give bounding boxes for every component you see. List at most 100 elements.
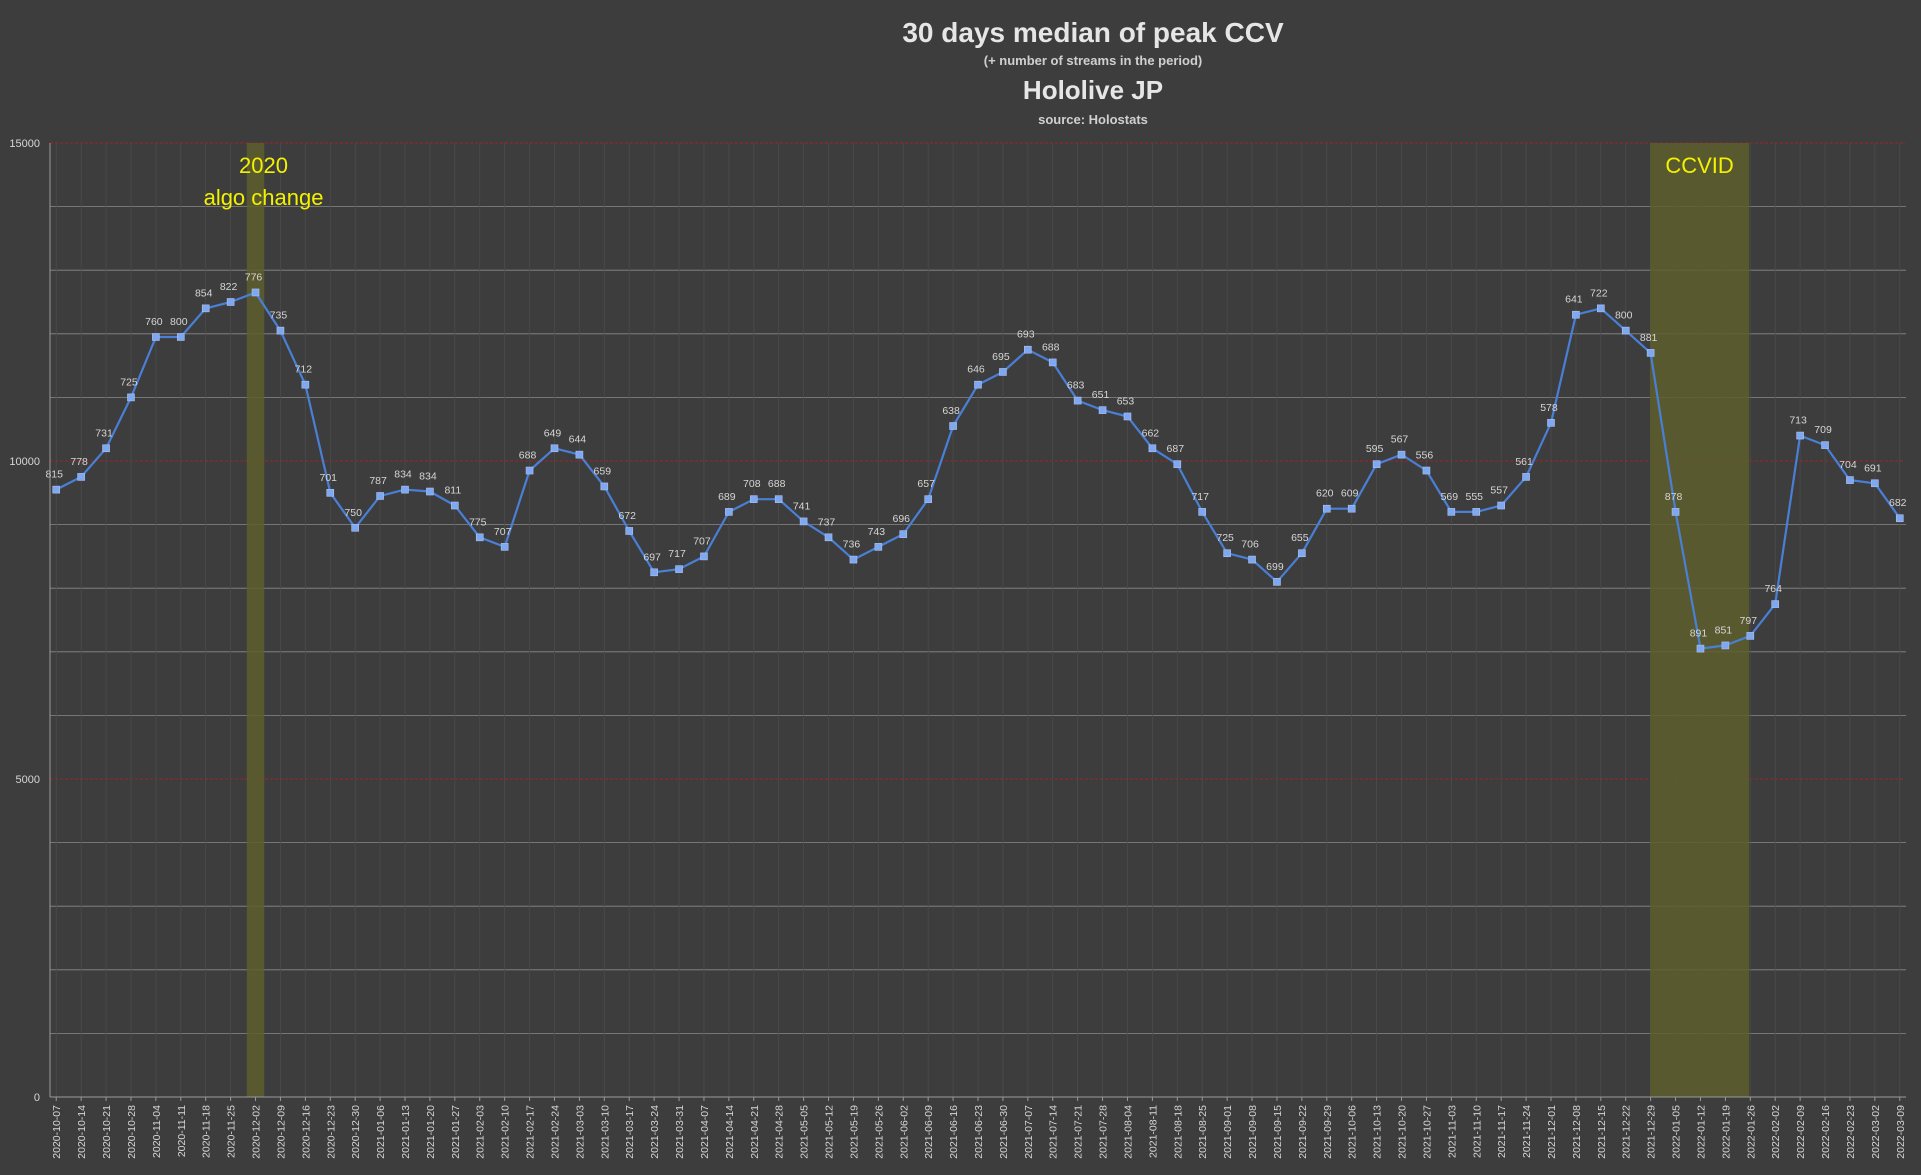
x-tick-label: 2021-09-29	[1322, 1105, 1334, 1159]
data-point-marker	[451, 501, 459, 510]
x-tick-label: 2021-03-24	[649, 1105, 661, 1159]
data-point-marker	[1846, 476, 1854, 484]
data-label: 731	[95, 427, 113, 439]
data-point-marker	[475, 533, 484, 542]
x-tick-label: 2022-02-02	[1770, 1105, 1782, 1159]
data-point-marker	[799, 517, 808, 526]
highlight-label: algo change	[204, 185, 324, 210]
x-tick-label: 2021-08-11	[1147, 1105, 1159, 1158]
data-label: 688	[1042, 341, 1060, 353]
x-tick-label: 2021-10-27	[1421, 1105, 1433, 1159]
data-label: 646	[967, 364, 985, 376]
x-tick-label: 2021-06-09	[923, 1105, 935, 1159]
x-tick-label: 2020-12-02	[251, 1105, 263, 1159]
x-tick-label: 2020-11-04	[151, 1105, 163, 1158]
data-label: 743	[868, 526, 886, 538]
x-tick-label: 2021-08-25	[1197, 1105, 1209, 1159]
x-tick-label: 2021-10-06	[1347, 1105, 1359, 1159]
data-point-marker	[1871, 479, 1879, 488]
data-point-marker	[899, 530, 908, 538]
x-tick-label: 2020-10-14	[76, 1105, 88, 1159]
x-tick-label: 2021-05-19	[848, 1105, 860, 1159]
data-point-marker	[1347, 504, 1356, 513]
data-label: 672	[618, 510, 636, 522]
data-point-marker	[152, 333, 160, 341]
data-label: 699	[1266, 561, 1284, 573]
data-point-marker	[1721, 641, 1730, 650]
x-tick-label: 2021-01-20	[425, 1105, 437, 1159]
x-tick-label: 2022-01-19	[1720, 1105, 1732, 1159]
data-point-marker	[1198, 508, 1207, 516]
data-point-marker	[550, 444, 559, 453]
data-point-marker	[77, 473, 85, 481]
data-point-marker	[1397, 450, 1406, 459]
data-label: 764	[1764, 583, 1782, 595]
x-tick-label: 2021-04-14	[724, 1105, 736, 1159]
x-tick-label: 2020-11-18	[201, 1105, 213, 1158]
data-label: 778	[70, 456, 88, 468]
data-label: 800	[170, 316, 188, 328]
data-label: 644	[569, 434, 587, 446]
data-point-marker	[1173, 460, 1182, 468]
x-tick-label: 2021-02-17	[525, 1105, 537, 1159]
x-tick-label: 2020-12-09	[275, 1105, 287, 1159]
x-tick-label: 2022-03-02	[1870, 1105, 1882, 1159]
x-tick-label: 2021-12-15	[1596, 1105, 1608, 1159]
data-point-marker	[725, 508, 733, 516]
chart-subtitle: (+ number of streams in the period)	[984, 53, 1203, 68]
data-label: 555	[1465, 491, 1483, 503]
x-tick-label: 2020-12-23	[325, 1105, 337, 1159]
highlight-band	[246, 143, 265, 1097]
x-tick-label: 2020-11-25	[226, 1105, 238, 1158]
data-label: 609	[1341, 488, 1359, 500]
x-tick-label: 2021-07-28	[1098, 1105, 1110, 1159]
data-point-marker	[949, 422, 957, 430]
data-point-marker	[301, 380, 310, 389]
data-label: 741	[793, 500, 811, 512]
data-label: 687	[1167, 443, 1185, 455]
data-point-marker	[326, 488, 335, 497]
x-tick-label: 2022-02-23	[1845, 1105, 1857, 1159]
data-label: 725	[1216, 532, 1234, 544]
chart-series-title: Hololive JP	[1023, 75, 1163, 105]
data-label: 851	[1715, 624, 1733, 636]
data-point-marker	[1048, 358, 1057, 367]
data-label: 569	[1441, 491, 1459, 503]
data-label: 662	[1142, 427, 1160, 439]
data-point-marker	[351, 523, 359, 532]
data-label: 878	[1665, 491, 1683, 503]
data-label: 561	[1515, 456, 1533, 468]
data-point-marker	[1771, 600, 1780, 608]
data-point-marker	[924, 495, 932, 503]
data-point-marker	[1223, 549, 1231, 558]
x-tick-label: 2021-11-24	[1521, 1105, 1533, 1158]
data-point-marker	[1746, 632, 1755, 640]
x-tick-label: 2021-01-13	[400, 1105, 412, 1159]
data-label: 595	[1366, 443, 1384, 455]
data-point-marker	[1572, 310, 1580, 319]
highlight-labels: 2020 algo change CCVID	[204, 153, 1734, 210]
y-tick-label: 0	[34, 1092, 40, 1104]
data-label: 709	[1814, 424, 1832, 436]
data-label: 651	[1092, 389, 1110, 401]
data-label: 854	[195, 287, 213, 299]
x-tick-label: 2021-12-08	[1571, 1105, 1583, 1159]
data-point-marker	[774, 495, 783, 503]
data-label: 688	[519, 450, 537, 462]
x-tick-label: 2021-06-16	[948, 1105, 960, 1159]
x-tick-label: 2021-04-21	[749, 1105, 761, 1159]
x-tick-label: 2021-02-03	[475, 1105, 487, 1159]
data-label: 697	[643, 551, 661, 563]
data-point-marker	[1024, 345, 1032, 354]
y-tick-label: 5000	[16, 774, 40, 786]
data-point-marker	[1422, 466, 1431, 475]
data-point-marker	[974, 380, 982, 389]
x-tick-label: 2022-01-12	[1695, 1105, 1707, 1159]
x-tick-label: 2020-10-07	[51, 1105, 63, 1159]
x-tick-label: 2020-11-11	[176, 1105, 188, 1157]
data-label: 712	[295, 364, 313, 376]
data-label: 655	[1291, 532, 1309, 544]
x-tick-label: 2022-01-26	[1745, 1105, 1757, 1159]
